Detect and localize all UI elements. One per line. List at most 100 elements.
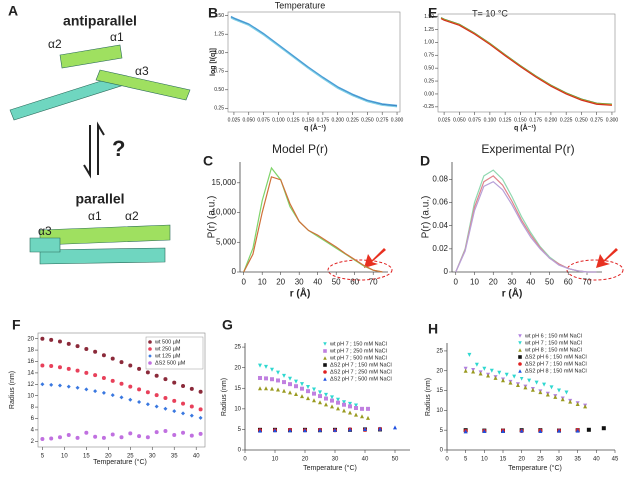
x-tick-label: 40 xyxy=(526,278,535,287)
point xyxy=(145,402,150,407)
x-tick-label: 50 xyxy=(392,456,399,462)
panel-label: H xyxy=(428,321,438,337)
point xyxy=(288,376,292,381)
y-tick-label: 0 xyxy=(444,267,449,276)
panel-label: B xyxy=(208,5,218,21)
point xyxy=(318,390,322,395)
panel-a: A antiparallel α2 α1 α3 ? parallel α1 α2… xyxy=(8,3,191,265)
x-tick-label: 60 xyxy=(350,278,359,287)
point xyxy=(294,379,298,384)
legend-marker xyxy=(518,369,522,373)
y-tick-label: 0.50 xyxy=(214,87,224,93)
helix-label: α1 xyxy=(110,30,124,44)
point xyxy=(360,406,364,411)
x-tick-label: 50 xyxy=(545,278,554,287)
point xyxy=(137,387,142,392)
point xyxy=(330,404,334,409)
x-tick-label: 70 xyxy=(369,278,378,287)
y-tick-label: 10 xyxy=(27,393,34,399)
x-tick-label: 0.225 xyxy=(346,117,359,123)
point xyxy=(93,373,98,378)
legend-marker xyxy=(518,348,522,352)
x-tick-label: 0.200 xyxy=(545,117,558,123)
x-tick-label: 0.100 xyxy=(272,117,285,123)
point xyxy=(66,433,71,438)
point xyxy=(318,400,322,405)
helix xyxy=(39,247,166,265)
chart-title: Experimental P(r) xyxy=(481,142,574,156)
x-tick-label: 20 xyxy=(276,278,285,287)
x-tick-label: 10 xyxy=(481,456,488,462)
x-tick-label: 30 xyxy=(332,456,339,462)
point xyxy=(163,395,168,400)
point xyxy=(471,369,476,374)
point xyxy=(512,374,517,379)
point xyxy=(501,428,505,433)
legend-marker xyxy=(518,334,522,338)
point xyxy=(84,346,89,351)
point xyxy=(198,431,203,436)
point xyxy=(282,380,286,385)
legend-marker xyxy=(148,347,152,351)
y-tick-label: 0.75 xyxy=(424,53,434,59)
point xyxy=(189,413,194,418)
point xyxy=(303,428,307,433)
point xyxy=(519,428,524,433)
point xyxy=(172,398,177,403)
point xyxy=(504,372,509,377)
point xyxy=(557,388,561,393)
panel-label: D xyxy=(420,153,430,169)
point xyxy=(530,387,535,392)
x-tick-label: 10 xyxy=(61,453,68,459)
point xyxy=(306,385,310,390)
y-tick-label: 20 xyxy=(436,368,443,374)
point xyxy=(306,396,310,401)
point xyxy=(276,387,280,392)
point xyxy=(467,352,472,357)
x-tick-label: 0 xyxy=(243,456,247,462)
x-tick-label: 5 xyxy=(464,456,468,462)
x-tick-label: 0.300 xyxy=(391,117,404,123)
point xyxy=(482,428,487,433)
point xyxy=(519,376,524,381)
x-tick-label: 0.050 xyxy=(453,117,466,123)
structure-title: parallel xyxy=(75,191,124,207)
x-tick-label: 0 xyxy=(241,278,246,287)
legend-label: ΔS2 pH 7 ; 150 mM NaCl xyxy=(525,361,587,367)
legend-marker xyxy=(323,342,327,346)
y-tick-label: 15 xyxy=(436,388,443,394)
point xyxy=(101,353,106,358)
point xyxy=(93,389,98,394)
point xyxy=(348,404,352,409)
point xyxy=(154,430,159,435)
x-axis-label: q (Å⁻¹) xyxy=(304,123,326,132)
point xyxy=(508,380,513,385)
point xyxy=(40,437,45,442)
helix-top xyxy=(9,44,191,121)
x-tick-label: 60 xyxy=(564,278,573,287)
legend-label: wt pH 6 ; 150 mM NaCl xyxy=(524,333,582,339)
point xyxy=(198,407,203,412)
helix-label: α3 xyxy=(38,224,52,238)
legend-marker xyxy=(323,363,327,367)
point xyxy=(258,428,262,433)
y-axis-label: P(r) (a.u.) xyxy=(207,196,218,239)
point xyxy=(189,433,194,438)
x-tick-label: 20 xyxy=(518,456,525,462)
legend-marker xyxy=(148,354,152,358)
point xyxy=(538,390,543,395)
point xyxy=(49,382,54,387)
point xyxy=(128,363,133,368)
x-tick-label: 40 xyxy=(362,456,369,462)
y-axis-label: Radius (nm) xyxy=(9,371,16,409)
point xyxy=(300,382,304,387)
point xyxy=(482,366,487,371)
point xyxy=(324,402,328,407)
x-tick-label: 10 xyxy=(258,278,267,287)
legend-marker xyxy=(323,356,327,360)
y-tick-label: 0.02 xyxy=(432,244,448,253)
point xyxy=(288,390,292,395)
highlight-ellipse xyxy=(327,259,393,281)
x-tick-label: 0.250 xyxy=(361,117,374,123)
point xyxy=(342,402,346,407)
